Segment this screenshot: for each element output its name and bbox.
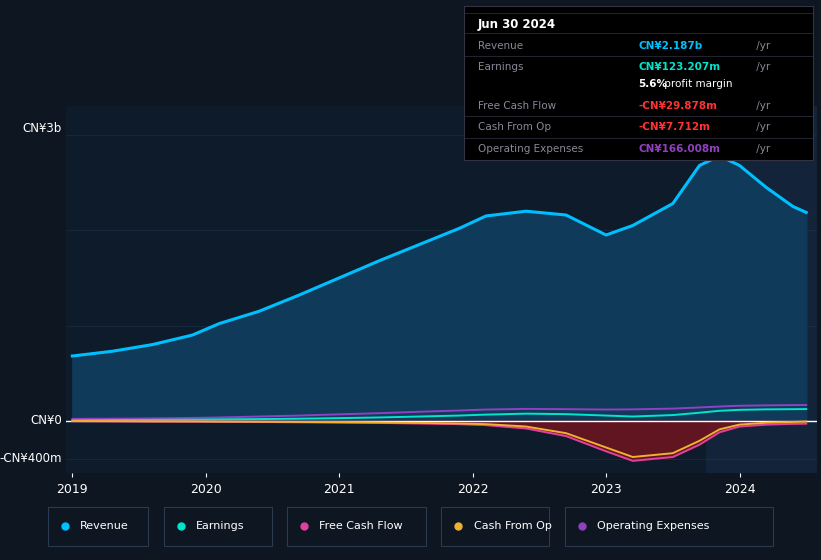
Text: Operating Expenses: Operating Expenses — [597, 521, 709, 531]
Bar — [706, 106, 819, 473]
Text: profit margin: profit margin — [661, 79, 732, 89]
Text: /yr: /yr — [754, 41, 771, 50]
Text: Earnings: Earnings — [478, 62, 523, 72]
FancyBboxPatch shape — [442, 507, 549, 546]
Text: -CN¥29.878m: -CN¥29.878m — [639, 101, 718, 111]
Text: Free Cash Flow: Free Cash Flow — [478, 101, 556, 111]
Text: /yr: /yr — [754, 144, 771, 154]
Text: Revenue: Revenue — [478, 41, 523, 50]
Text: Revenue: Revenue — [80, 521, 129, 531]
FancyBboxPatch shape — [565, 507, 773, 546]
Text: Earnings: Earnings — [196, 521, 245, 531]
Text: CN¥166.008m: CN¥166.008m — [639, 144, 720, 154]
Text: 5.6%: 5.6% — [639, 79, 667, 89]
FancyBboxPatch shape — [48, 507, 148, 546]
Text: -CN¥7.712m: -CN¥7.712m — [639, 122, 710, 132]
Text: CN¥3b: CN¥3b — [23, 122, 62, 135]
Text: /yr: /yr — [754, 101, 771, 111]
Text: Free Cash Flow: Free Cash Flow — [319, 521, 403, 531]
Text: Cash From Op: Cash From Op — [478, 122, 551, 132]
Text: CN¥0: CN¥0 — [30, 414, 62, 427]
FancyBboxPatch shape — [163, 507, 272, 546]
Text: /yr: /yr — [754, 122, 771, 132]
Text: Jun 30 2024: Jun 30 2024 — [478, 17, 556, 31]
Text: -CN¥400m: -CN¥400m — [0, 452, 62, 465]
Text: CN¥123.207m: CN¥123.207m — [639, 62, 721, 72]
Text: Cash From Op: Cash From Op — [474, 521, 552, 531]
Text: CN¥2.187b: CN¥2.187b — [639, 41, 703, 50]
Text: /yr: /yr — [754, 62, 771, 72]
Text: Operating Expenses: Operating Expenses — [478, 144, 583, 154]
FancyBboxPatch shape — [287, 507, 426, 546]
